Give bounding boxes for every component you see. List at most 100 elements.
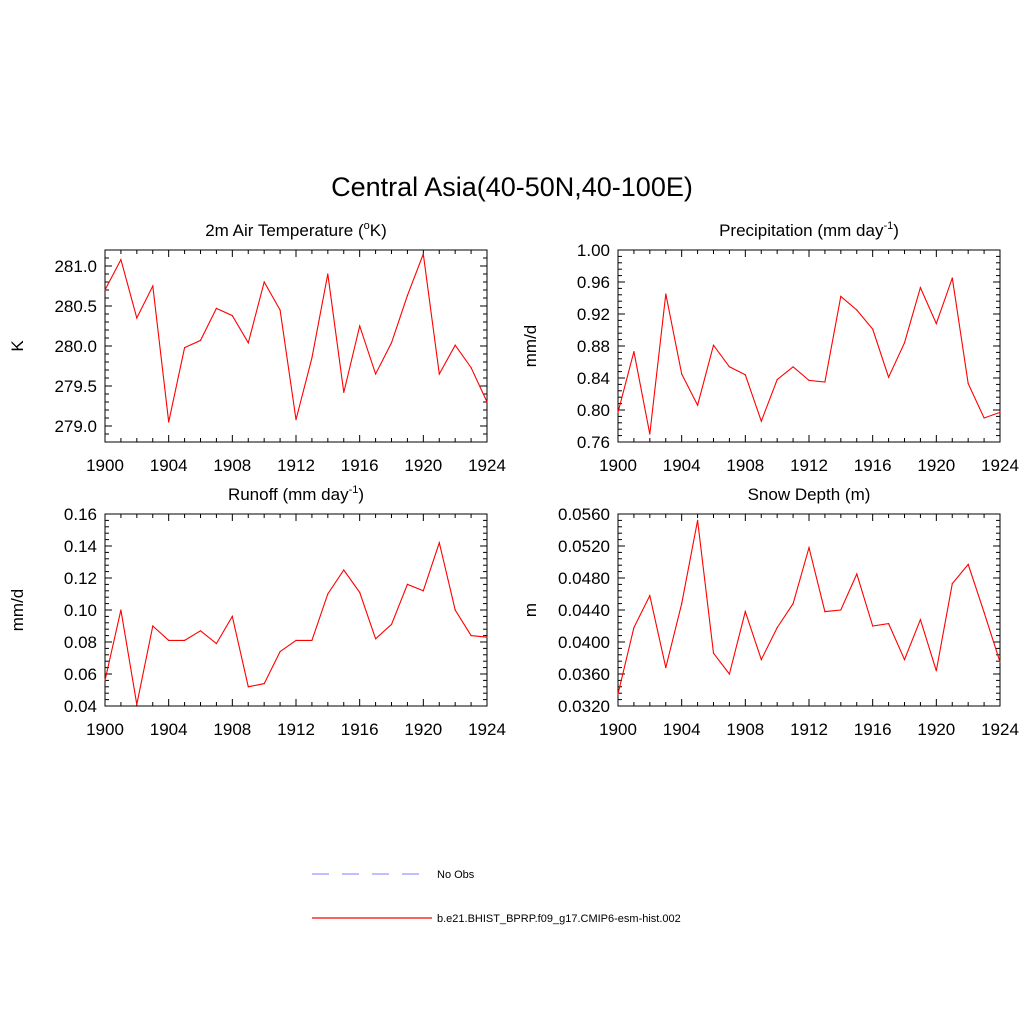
data-point bbox=[406, 295, 408, 297]
legend: No Obs b.e21.BHIST_BPRP.f09_g17.CMIP6-es… bbox=[312, 869, 681, 925]
data-point bbox=[888, 623, 890, 625]
data-point bbox=[856, 573, 858, 575]
data-point bbox=[840, 609, 842, 611]
data-point bbox=[712, 344, 715, 346]
y-tick-label: 0.0440 bbox=[558, 601, 610, 620]
data-point bbox=[617, 411, 619, 413]
y-tick-label: 279.0 bbox=[54, 417, 97, 436]
data-point bbox=[633, 627, 635, 629]
panel-2: 1900 1904 1908 1912 1916 1920 1924 0.76 0.80 0.84… bbox=[521, 220, 1019, 475]
legend-obs-label: No Obs bbox=[437, 869, 475, 881]
panel-title-superscript: -1 bbox=[349, 484, 359, 496]
y-tick-label: 0.14 bbox=[64, 537, 97, 556]
data-point bbox=[999, 411, 1001, 413]
data-point bbox=[681, 603, 683, 605]
data-point bbox=[872, 328, 874, 330]
data-point bbox=[454, 344, 456, 346]
data-point bbox=[808, 379, 810, 381]
data-point bbox=[649, 433, 651, 435]
x-tick-label: 1912 bbox=[790, 456, 828, 475]
x-tick-label: 1900 bbox=[599, 720, 637, 739]
data-point bbox=[279, 651, 281, 653]
x-tick-label: 1920 bbox=[404, 720, 442, 739]
y-tick-label: 0.84 bbox=[577, 369, 610, 388]
data-point bbox=[390, 342, 393, 344]
data-point bbox=[665, 293, 667, 295]
data-point bbox=[470, 635, 472, 637]
y-tick-label: 0.08 bbox=[64, 633, 97, 652]
y-tick-label: 0.92 bbox=[577, 305, 610, 324]
data-point bbox=[247, 686, 249, 688]
data-point bbox=[215, 307, 217, 309]
data-point bbox=[184, 347, 186, 349]
series-line bbox=[104, 540, 488, 705]
x-tick-label: 1924 bbox=[981, 456, 1019, 475]
data-point bbox=[983, 611, 985, 614]
x-tick-label: 1900 bbox=[86, 720, 124, 739]
data-point bbox=[120, 259, 122, 261]
x-tick-label: 1900 bbox=[599, 456, 637, 475]
data-point bbox=[343, 569, 345, 571]
x-tick-label: 1904 bbox=[150, 720, 188, 739]
data-point bbox=[633, 351, 635, 353]
y-tick-label: 0.0360 bbox=[558, 665, 610, 684]
plot-frame bbox=[617, 249, 1001, 443]
data-point bbox=[951, 583, 953, 585]
x-tick-label: 1916 bbox=[341, 720, 379, 739]
data-point bbox=[168, 421, 170, 423]
data-point bbox=[824, 381, 826, 383]
y-axis-label: mm/d bbox=[521, 325, 540, 368]
panel-3: 1900 1904 1908 1912 1916 1920 1924 0.04 0.06 0.08… bbox=[8, 484, 506, 739]
data-point bbox=[760, 420, 762, 422]
panel-title-main: Snow Depth (m) bbox=[748, 485, 871, 504]
x-tick-label: 1912 bbox=[277, 456, 315, 475]
data-point bbox=[247, 342, 249, 344]
x-tick-label: 1924 bbox=[468, 456, 506, 475]
data-point bbox=[840, 295, 842, 297]
y-tick-label: 0.10 bbox=[64, 601, 97, 620]
data-point bbox=[951, 277, 953, 279]
data-point bbox=[617, 693, 619, 695]
x-tick-label: 1920 bbox=[404, 456, 442, 475]
data-point bbox=[375, 638, 377, 640]
y-tick-label: 0.0320 bbox=[558, 697, 610, 716]
data-point bbox=[824, 611, 826, 613]
x-tick-label: 1908 bbox=[726, 456, 764, 475]
data-point bbox=[199, 630, 202, 632]
data-point bbox=[152, 285, 154, 287]
data-point bbox=[231, 315, 233, 317]
y-tick-label: 281.0 bbox=[54, 257, 97, 276]
y-tick-label: 280.5 bbox=[54, 297, 97, 316]
y-tick-label: 279.5 bbox=[54, 377, 97, 396]
y-tick-label: 280.0 bbox=[54, 337, 97, 356]
data-point bbox=[375, 373, 377, 375]
x-tick-label: 1920 bbox=[917, 456, 955, 475]
data-point bbox=[760, 659, 762, 661]
y-tick-label: 0.96 bbox=[577, 273, 610, 292]
panel-title-superscript: o bbox=[364, 220, 370, 232]
x-tick-label: 1904 bbox=[663, 720, 701, 739]
data-point bbox=[776, 379, 778, 381]
data-point bbox=[967, 563, 969, 566]
data-point bbox=[279, 309, 281, 311]
data-point bbox=[231, 615, 233, 618]
data-point bbox=[486, 636, 488, 638]
data-point bbox=[935, 323, 937, 325]
y-tick-label: 0.80 bbox=[577, 401, 610, 420]
panel-title: 2m Air Temperature (oK) bbox=[205, 220, 387, 240]
data-point bbox=[263, 683, 265, 685]
panel-4: 1900 1904 1908 1912 1916 1920 1924 0.0320 0.0360… bbox=[521, 485, 1019, 739]
panel-title-main: 2m Air Temperature ( bbox=[205, 221, 364, 240]
x-tick-label: 1900 bbox=[86, 456, 124, 475]
y-axis-label: K bbox=[8, 340, 27, 352]
data-point bbox=[712, 652, 715, 654]
series-line bbox=[104, 253, 488, 423]
y-tick-label: 1.00 bbox=[577, 241, 610, 260]
data-point bbox=[486, 401, 488, 403]
data-point bbox=[792, 366, 794, 368]
x-tick-label: 1916 bbox=[854, 720, 892, 739]
data-point bbox=[903, 659, 906, 661]
legend-model-label: b.e21.BHIST_BPRP.f09_g17.CMIP6-esm-hist.… bbox=[437, 913, 681, 925]
data-point bbox=[438, 542, 440, 544]
data-point bbox=[311, 357, 313, 359]
